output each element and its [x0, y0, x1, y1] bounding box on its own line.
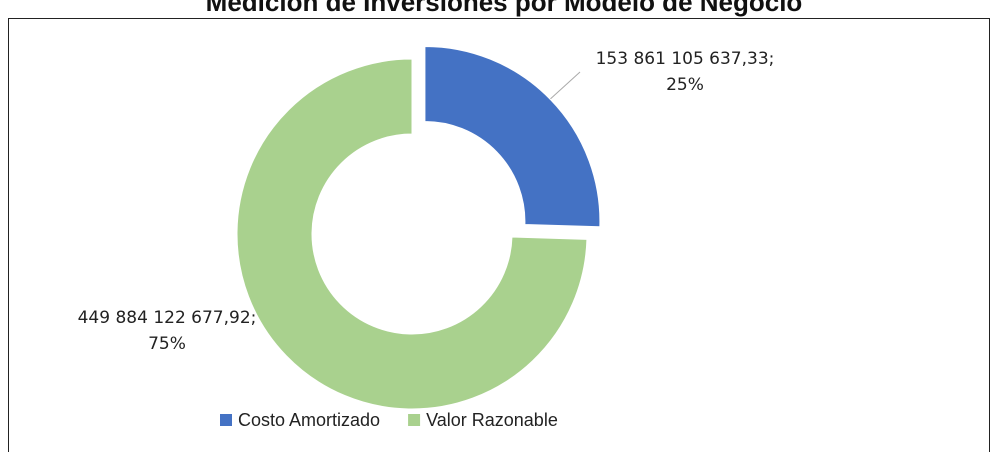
legend-label: Valor Razonable	[426, 410, 558, 430]
legend-label: Costo Amortizado	[238, 410, 380, 430]
data-label: 153 861 105 637,33; 25%	[595, 49, 775, 95]
data-label: 449 884 122 677,92; 75%	[77, 308, 257, 354]
donut-slice	[236, 58, 588, 410]
legend-swatch	[408, 414, 421, 426]
chart-title: Medición de Inversiones por Modelo de Ne…	[206, 0, 803, 17]
donut-slice	[424, 45, 601, 228]
legend-swatch	[220, 414, 232, 426]
